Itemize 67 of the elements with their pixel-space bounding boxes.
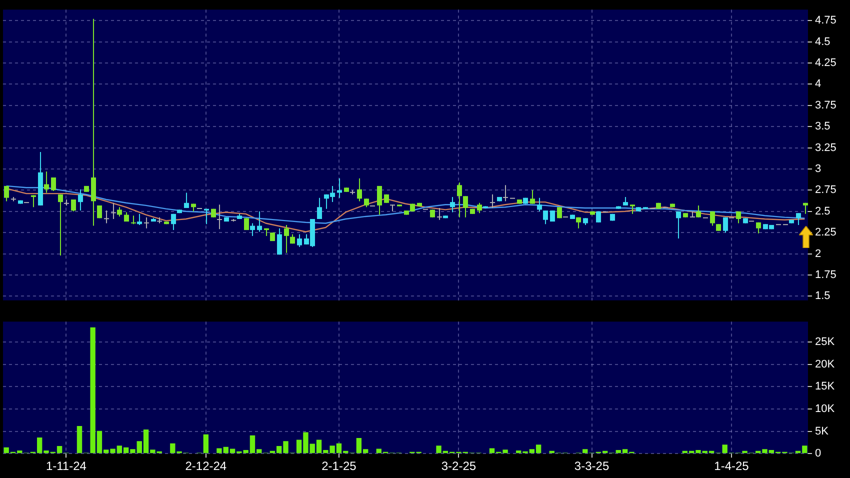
candlestick (284, 224, 289, 254)
y-tick-label: 1.5 (815, 290, 830, 302)
candlestick (457, 182, 462, 218)
candlestick (44, 171, 49, 194)
y-tick-label: 0 (815, 448, 822, 460)
y-tick-label: 3 (815, 163, 822, 176)
candlestick (171, 213, 176, 231)
x-tick-label: 2-1-25 (322, 459, 357, 474)
candlestick (91, 18, 96, 226)
y-tick-label: 1.75 (815, 268, 836, 281)
candlestick (463, 196, 468, 218)
x-tick-label: 1-4-25 (714, 459, 750, 474)
y-tick-label: 2 (815, 248, 822, 260)
candlestick (257, 210, 262, 232)
candlestick (51, 176, 56, 192)
candlestick (111, 202, 116, 220)
x-tick-label: 2-12-24 (185, 459, 227, 474)
candlestick (710, 210, 715, 226)
candlestick (78, 188, 83, 212)
x-tick-label: 1-11-24 (46, 459, 87, 474)
y-tick-label: 2.25 (815, 226, 836, 239)
x-tick-label: 3-2-25 (441, 459, 476, 474)
candlestick (723, 216, 728, 234)
candlestick (297, 234, 302, 248)
x-tick-label: 3-3-25 (574, 459, 610, 474)
candlestick (117, 206, 122, 217)
candlestick (250, 222, 255, 236)
candlestick (537, 197, 542, 212)
candlestick (696, 204, 701, 218)
candlestick (450, 196, 455, 213)
candlestick (796, 212, 801, 226)
candlestick (317, 197, 322, 220)
y-tick-label: 2.75 (815, 184, 836, 196)
candlestick (184, 192, 189, 208)
candlestick (277, 228, 282, 256)
y-tick-label: 4.5 (815, 36, 830, 48)
candlestick (477, 202, 482, 214)
candlestick (503, 184, 508, 202)
y-tick-label: 5K (815, 425, 830, 438)
candlestick (4, 185, 9, 202)
candlestick (217, 204, 222, 230)
y-tick-label: 4 (815, 78, 822, 90)
y-tick-label: 15K (815, 380, 836, 393)
candlestick (58, 194, 63, 256)
y-tick-label: 25K (815, 336, 836, 348)
candlestick (137, 213, 142, 226)
y-tick-label: 3.5 (815, 120, 830, 133)
candlestick (690, 210, 695, 218)
candlestick (490, 194, 495, 208)
candlestick (530, 190, 535, 204)
y-tick-label: 10K (815, 403, 836, 416)
y-tick-label: 3.75 (815, 99, 836, 112)
candlestick (337, 178, 342, 198)
candlestick (543, 210, 548, 225)
y-tick-label: 4.25 (815, 57, 836, 70)
candlestick (630, 204, 635, 214)
candlestick (377, 185, 382, 216)
candlestick (437, 207, 442, 220)
candlestick (144, 216, 149, 229)
y-tick-label: 2.5 (815, 205, 830, 218)
candlestick (357, 178, 362, 202)
candlestick (71, 199, 76, 212)
y-tick-label: 4.75 (815, 14, 836, 27)
candlestick (104, 210, 109, 224)
candlestick (676, 210, 681, 240)
y-tick-label: 20K (815, 358, 836, 370)
y-tick-label: 3.25 (815, 142, 836, 154)
